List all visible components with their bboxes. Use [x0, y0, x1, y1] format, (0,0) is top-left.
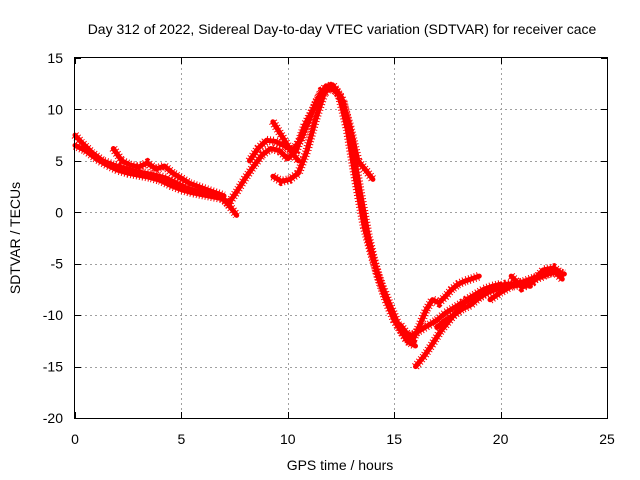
x-tick-label: 15 [386, 431, 402, 447]
x-tick-label: 10 [280, 431, 296, 447]
x-tick-label: 5 [178, 431, 186, 447]
series-marks-band-m [507, 263, 565, 293]
series-marks-band-f [270, 77, 377, 187]
series-line-band-c [110, 146, 227, 199]
y-tick-label: 15 [47, 50, 63, 66]
series-marks-band-j [397, 271, 481, 346]
y-tick-label: -15 [43, 359, 63, 375]
y-tick-label: -10 [43, 307, 63, 323]
ticks [75, 58, 608, 419]
y-tick-label: 0 [55, 204, 63, 220]
series-marks-band-k [433, 277, 533, 331]
series-marks-band-g [269, 119, 302, 164]
y-tick-label: 5 [55, 153, 63, 169]
plot-frame [74, 57, 608, 419]
x-tick-label: 20 [493, 431, 509, 447]
y-tick-label: 10 [47, 101, 63, 117]
y-tick-label: -20 [43, 410, 63, 426]
chart-title: Day 312 of 2022, Sidereal Day-to-day VTE… [88, 21, 597, 37]
x-axis-label: GPS time / hours [287, 457, 394, 473]
x-tick-label: 0 [71, 431, 79, 447]
series-layer [71, 77, 567, 370]
y-tick-label: -5 [51, 256, 64, 272]
series-marks-band-e [245, 80, 415, 347]
y-axis-label: SDTVAR / TECUs [7, 182, 23, 294]
series-marks-band-b [73, 141, 234, 210]
tick-labels: 0 5 10 15 20 25 -20 -15 -10 -5 0 5 10 15 [43, 50, 615, 447]
x-tick-label: 25 [599, 431, 615, 447]
